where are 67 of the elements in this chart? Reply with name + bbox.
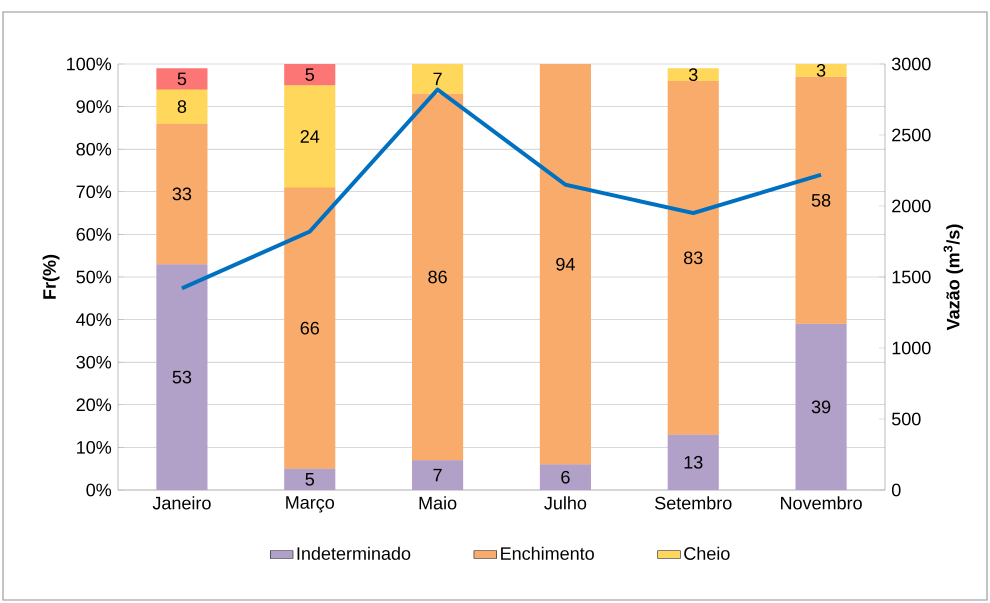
y-axis-title: Fr(%) <box>42 254 60 299</box>
legend-label: Cheio <box>684 546 730 560</box>
y2-tick-label: 2000 <box>892 200 931 212</box>
bar <box>156 124 208 264</box>
legend-label: Enchimento <box>501 546 594 560</box>
data-label: 6 <box>561 470 570 484</box>
x-tick-label: Maio <box>420 496 456 510</box>
data-label: 58 <box>812 194 830 207</box>
data-label: 53 <box>172 370 192 384</box>
y-tick-label: 40% <box>76 313 112 326</box>
data-label: 8 <box>178 100 186 113</box>
bar <box>412 94 464 460</box>
data-label: 7 <box>434 72 442 86</box>
x-tick-label: Janeiro <box>152 496 211 510</box>
bar <box>796 76 847 324</box>
bar <box>668 68 719 82</box>
data-label: 3 <box>688 68 698 82</box>
y2-axis-title: Vazão (m$^{3}$/s) <box>944 224 964 330</box>
bar <box>284 64 336 86</box>
y2-tick-label: 3000 <box>892 58 931 70</box>
y-tick-label: 50% <box>76 270 112 284</box>
x-tick-label: Julho <box>544 496 586 510</box>
bar <box>796 324 847 490</box>
y2-tick-label: 1500 <box>892 270 931 284</box>
bar <box>412 64 464 94</box>
bar <box>156 90 208 124</box>
legend-label: Indeterminado <box>298 546 410 560</box>
bar <box>796 64 847 77</box>
data-label: 66 <box>300 322 319 334</box>
bar <box>668 434 719 490</box>
y-tick-label: 100% <box>67 58 112 70</box>
bar <box>540 64 591 464</box>
data-label: 39 <box>812 400 830 414</box>
x-tick-label: Novembro <box>781 496 862 510</box>
y-tick-label: 20% <box>76 398 112 412</box>
data-label: 33 <box>172 188 192 200</box>
x-tick-label: Março <box>286 496 334 512</box>
y2-tick-label: 2500 <box>892 128 931 142</box>
data-label: 24 <box>300 130 320 143</box>
y-tick-label: 30% <box>76 356 112 369</box>
data-label: 94 <box>556 258 575 271</box>
y-tick-label: 60% <box>76 228 112 241</box>
y2-tick-label: 1000 <box>892 342 931 354</box>
bar <box>284 188 336 469</box>
x-tick-label: Setembro <box>655 496 732 510</box>
bar <box>284 468 336 490</box>
bar <box>412 460 464 490</box>
data-label: 86 <box>428 270 447 284</box>
y-tick-label: 90% <box>76 100 112 113</box>
bar <box>156 264 208 490</box>
bar <box>284 85 336 188</box>
data-label: 7 <box>434 468 442 482</box>
data-label: 5 <box>305 473 314 486</box>
bar <box>668 81 719 435</box>
y-tick-label: 0% <box>86 484 112 496</box>
y2-tick-label: 0 <box>892 484 901 496</box>
y-tick-label: 80% <box>76 142 112 156</box>
y-tick-label: 10% <box>77 441 112 454</box>
data-label: 5 <box>305 68 314 81</box>
data-label: 83 <box>684 251 702 264</box>
bar <box>540 464 591 490</box>
bar <box>156 68 208 90</box>
data-label: 3 <box>816 64 826 77</box>
y2-tick-label: 500 <box>892 412 921 426</box>
data-label: 13 <box>684 456 702 469</box>
data-label: 5 <box>178 72 186 86</box>
y-tick-label: 70% <box>76 185 112 198</box>
